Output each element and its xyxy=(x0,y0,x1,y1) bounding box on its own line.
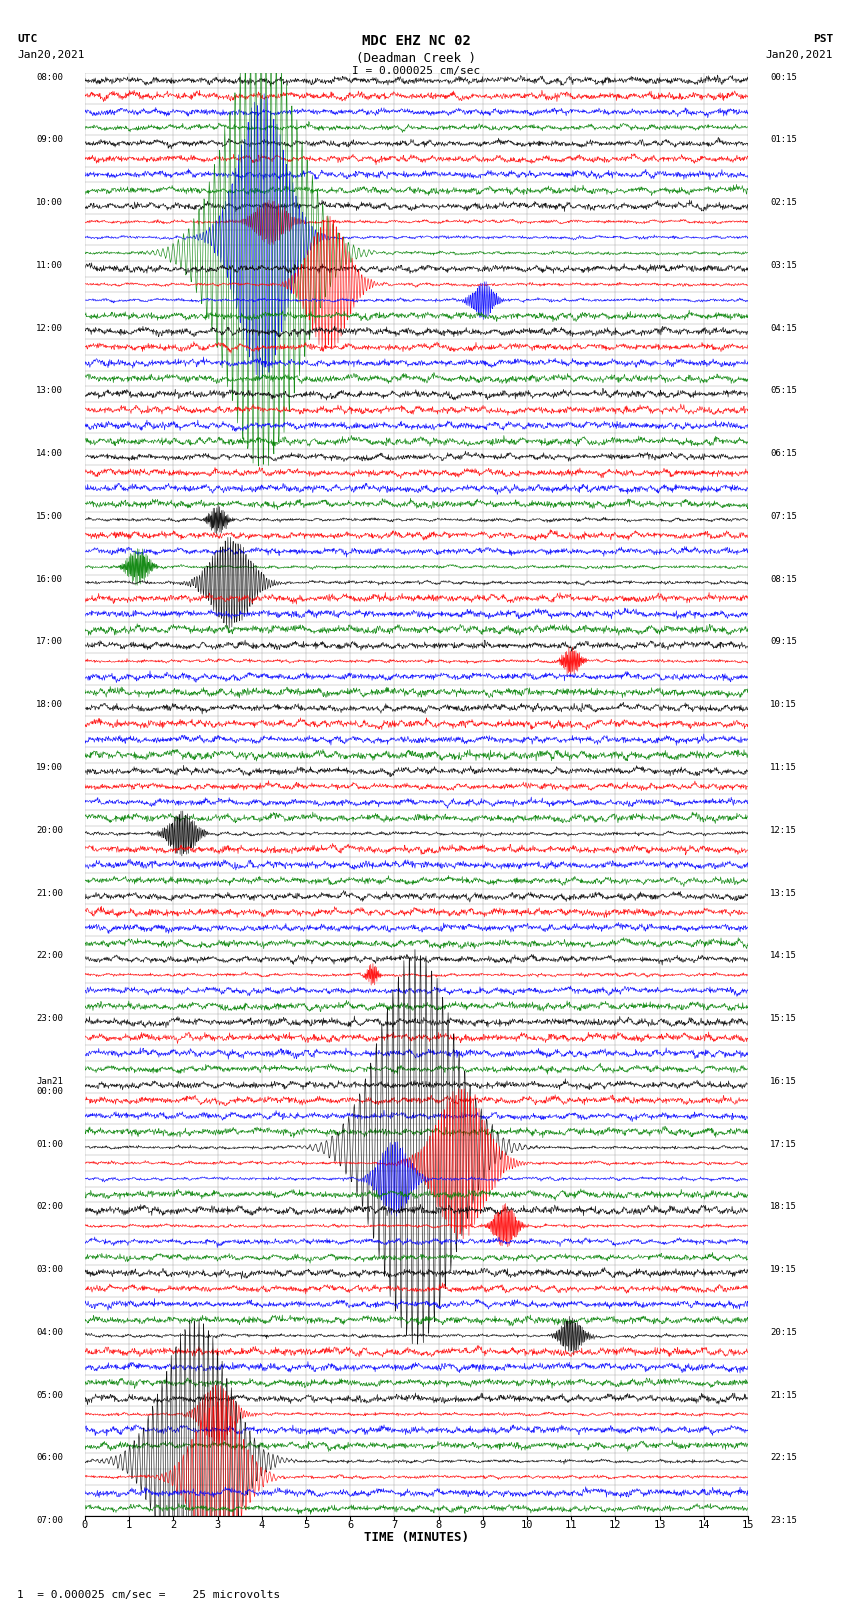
Text: 09:00: 09:00 xyxy=(36,135,63,144)
Text: 10: 10 xyxy=(521,1519,533,1531)
Text: 07:15: 07:15 xyxy=(770,511,797,521)
Text: Jan20,2021: Jan20,2021 xyxy=(17,50,84,60)
Text: 16:15: 16:15 xyxy=(770,1077,797,1086)
Text: 22:00: 22:00 xyxy=(36,952,63,960)
Text: 18:00: 18:00 xyxy=(36,700,63,710)
Text: 3: 3 xyxy=(214,1519,221,1531)
Text: 10:00: 10:00 xyxy=(36,198,63,206)
Text: 20:15: 20:15 xyxy=(770,1327,797,1337)
Text: MDC EHZ NC 02: MDC EHZ NC 02 xyxy=(362,34,471,48)
Text: 14:00: 14:00 xyxy=(36,448,63,458)
Text: 8: 8 xyxy=(435,1519,442,1531)
Text: 13: 13 xyxy=(654,1519,666,1531)
Text: 04:15: 04:15 xyxy=(770,324,797,332)
Text: 02:00: 02:00 xyxy=(36,1202,63,1211)
Text: 22:15: 22:15 xyxy=(770,1453,797,1463)
Text: 9: 9 xyxy=(479,1519,486,1531)
Text: 14:15: 14:15 xyxy=(770,952,797,960)
Text: 00:15: 00:15 xyxy=(770,73,797,82)
Text: 11:00: 11:00 xyxy=(36,261,63,269)
Text: 19:15: 19:15 xyxy=(770,1265,797,1274)
Text: 11: 11 xyxy=(565,1519,577,1531)
Text: 4: 4 xyxy=(258,1519,265,1531)
Text: 23:15: 23:15 xyxy=(770,1516,797,1526)
Text: PST: PST xyxy=(813,34,833,44)
Text: 06:00: 06:00 xyxy=(36,1453,63,1463)
Text: Jan20,2021: Jan20,2021 xyxy=(766,50,833,60)
Text: I = 0.000025 cm/sec: I = 0.000025 cm/sec xyxy=(353,66,480,76)
Text: 1  = 0.000025 cm/sec =    25 microvolts: 1 = 0.000025 cm/sec = 25 microvolts xyxy=(17,1590,280,1600)
Text: 12:15: 12:15 xyxy=(770,826,797,836)
Text: 04:00: 04:00 xyxy=(36,1327,63,1337)
Text: Jan21
00:00: Jan21 00:00 xyxy=(36,1077,63,1097)
Text: UTC: UTC xyxy=(17,34,37,44)
Text: 6: 6 xyxy=(347,1519,354,1531)
Text: 23:00: 23:00 xyxy=(36,1015,63,1023)
Text: 15:15: 15:15 xyxy=(770,1015,797,1023)
Text: 01:15: 01:15 xyxy=(770,135,797,144)
Text: 12:00: 12:00 xyxy=(36,324,63,332)
Text: 02:15: 02:15 xyxy=(770,198,797,206)
Text: 10:15: 10:15 xyxy=(770,700,797,710)
Text: 1: 1 xyxy=(126,1519,133,1531)
Text: 07:00: 07:00 xyxy=(36,1516,63,1526)
Text: 14: 14 xyxy=(698,1519,710,1531)
Text: 18:15: 18:15 xyxy=(770,1202,797,1211)
Text: 21:00: 21:00 xyxy=(36,889,63,897)
Text: 21:15: 21:15 xyxy=(770,1390,797,1400)
Text: 19:00: 19:00 xyxy=(36,763,63,773)
Text: 2: 2 xyxy=(170,1519,177,1531)
Text: 17:15: 17:15 xyxy=(770,1140,797,1148)
Text: 7: 7 xyxy=(391,1519,398,1531)
Text: 08:00: 08:00 xyxy=(36,73,63,82)
Text: (Deadman Creek ): (Deadman Creek ) xyxy=(356,52,477,65)
Text: 03:00: 03:00 xyxy=(36,1265,63,1274)
Text: 0: 0 xyxy=(82,1519,88,1531)
Text: 15: 15 xyxy=(742,1519,754,1531)
Text: 13:00: 13:00 xyxy=(36,387,63,395)
Text: 06:15: 06:15 xyxy=(770,448,797,458)
Text: 16:00: 16:00 xyxy=(36,574,63,584)
Text: 05:00: 05:00 xyxy=(36,1390,63,1400)
Text: 12: 12 xyxy=(609,1519,621,1531)
Text: 13:15: 13:15 xyxy=(770,889,797,897)
Text: 5: 5 xyxy=(303,1519,309,1531)
Text: 17:00: 17:00 xyxy=(36,637,63,647)
Text: 03:15: 03:15 xyxy=(770,261,797,269)
Text: 08:15: 08:15 xyxy=(770,574,797,584)
Text: TIME (MINUTES): TIME (MINUTES) xyxy=(364,1531,469,1544)
Text: 01:00: 01:00 xyxy=(36,1140,63,1148)
Text: 05:15: 05:15 xyxy=(770,387,797,395)
Text: 09:15: 09:15 xyxy=(770,637,797,647)
Text: 11:15: 11:15 xyxy=(770,763,797,773)
Text: 15:00: 15:00 xyxy=(36,511,63,521)
Text: 20:00: 20:00 xyxy=(36,826,63,836)
